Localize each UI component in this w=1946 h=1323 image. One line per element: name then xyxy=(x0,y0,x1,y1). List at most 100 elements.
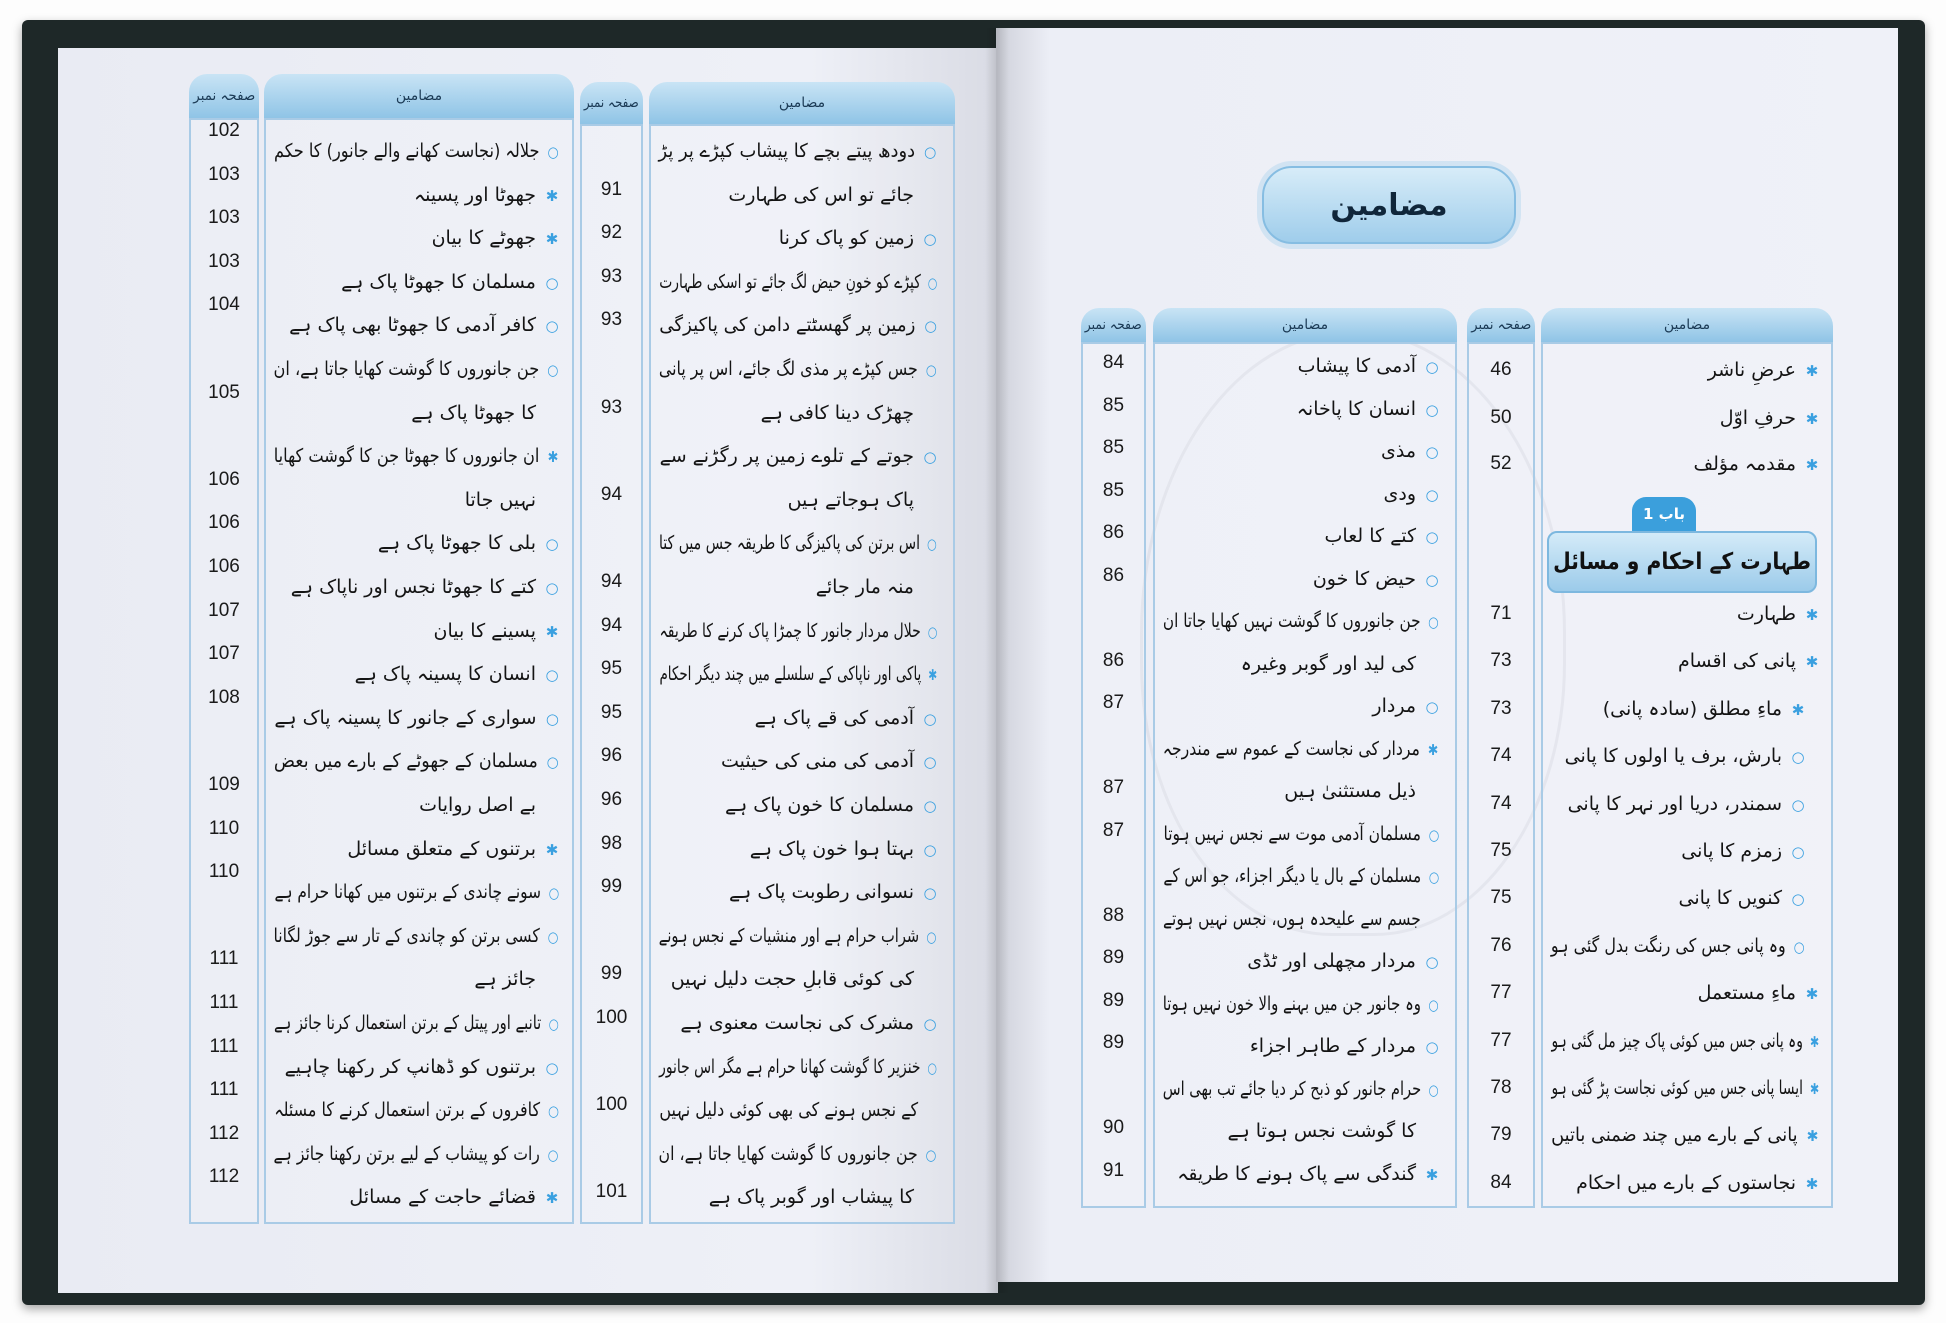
page-number: 94 xyxy=(600,614,623,636)
contents-entry-continuation: کا گوشت نجس ہوتا ہے xyxy=(1228,1118,1441,1144)
circle-bullet-icon: ○ xyxy=(1425,443,1439,461)
contents-entry: ○ وہ پانی جس کی رنگت بدل گئی ہو xyxy=(1551,933,1806,959)
page-number: 75 xyxy=(1490,887,1512,909)
contents-entry: ✱ عرضِ ناشر xyxy=(1708,357,1820,383)
contents-entry: ○ انسان کا پسینہ پاک ہے xyxy=(355,661,560,687)
page-number: 100 xyxy=(595,1007,628,1028)
contents-entry-continuation: منہ مار جائے xyxy=(816,574,938,600)
entry-text: جلالہ (نجاست کھانے والے جانور) کا حکم xyxy=(274,140,540,162)
entry-text: زمزم کا پانی xyxy=(1681,840,1782,862)
contents-entry: ✱ جھوٹے کا بیان xyxy=(432,225,560,251)
circle-bullet-icon: ○ xyxy=(545,579,559,597)
asterisk-bullet-icon: ✱ xyxy=(1805,985,1819,1004)
asterisk-bullet-icon: ✱ xyxy=(1425,1165,1439,1184)
page-number: 110 xyxy=(208,817,240,839)
contents-entry: ✱ جھوٹا اور پسینہ xyxy=(414,182,560,208)
entry-text: پانی کے بارے میں چند ضمنی باتیں xyxy=(1551,1124,1798,1147)
page-number: 77 xyxy=(1490,1029,1512,1051)
circle-bullet-icon: ○ xyxy=(923,709,937,728)
circle-bullet-icon: ○ xyxy=(1425,400,1439,419)
entry-text: مسلمان کا جھوٹا پاک ہے xyxy=(341,270,536,293)
chapter-title: طہارت کے احکام و مسائل xyxy=(1547,531,1817,593)
contents-entry: ○ دودھ پیتے بچے کا پیشاب کپڑے پر پڑ xyxy=(659,138,938,164)
page-number: 79 xyxy=(1490,1124,1512,1146)
entry-text: اس برتن کی پاکیزگی کا طریقہ جس میں کتا xyxy=(659,532,921,555)
entry-text: کپڑے کو خونِ حیض لگ جائے تو اسکی طہارت xyxy=(658,270,921,293)
contents-entry: ✱ وہ پانی جس میں کوئی پاک چیز مل گئی ہو xyxy=(1551,1028,1820,1054)
entry-text: زمین پر گھسٹتے دامن کی پاکیزگی xyxy=(658,314,916,337)
entry-text: انسان کا پاخانہ xyxy=(1296,397,1416,420)
page-number: 96 xyxy=(600,789,623,810)
entry-text: مردار کے طاہر اجزاء xyxy=(1249,1035,1416,1057)
contents-entry: ○ حرام جانور کو ذبح کر دیا جائے تب بھی اس xyxy=(1163,1076,1440,1102)
entry-text: قضائے حاجت کے مسائل xyxy=(349,1186,536,1209)
circle-bullet-icon: ○ xyxy=(927,535,937,554)
circle-bullet-icon: ○ xyxy=(923,753,937,772)
page-number-header: صفحہ نمبر xyxy=(580,82,643,124)
page-number: 88 xyxy=(1102,904,1125,926)
asterisk-bullet-icon: ✱ xyxy=(547,448,559,467)
contents-header-label: مضامین xyxy=(395,88,443,104)
circle-bullet-icon: ○ xyxy=(548,1015,559,1033)
contents-entry: ○ کافر آدمی کا جھوٹا بھی پاک ہے xyxy=(289,312,560,338)
page-number: 98 xyxy=(600,832,623,854)
contents-entry: ○ جس کپڑے پر مذی لگ جائے، اس پر پانی xyxy=(659,356,938,382)
contents-column xyxy=(264,118,574,1224)
circle-bullet-icon: ○ xyxy=(1793,937,1805,956)
contents-entry: ○ جن جانوروں کا گوشت نہیں کھایا جاتا ان xyxy=(1163,608,1440,634)
entry-text: کا گوشت نجس ہوتا ہے xyxy=(1227,1120,1417,1142)
asterisk-bullet-icon: ✱ xyxy=(1809,1080,1819,1098)
entry-text: کا جھوٹا پاک ہے xyxy=(411,401,536,424)
circle-bullet-icon: ○ xyxy=(1428,613,1439,631)
contents-entry: ○ اس برتن کی پاکیزگی کا طریقہ جس میں کتا xyxy=(659,530,938,556)
contents-entry-continuation: چھڑک دینا کافی ہے xyxy=(761,400,938,426)
page-number: 50 xyxy=(1490,407,1512,428)
entry-text: آدمی کی قے پاک ہے xyxy=(754,706,914,729)
page-number: 87 xyxy=(1102,819,1125,841)
contents-entry: ○ مردار کے طاہر اجزاء xyxy=(1250,1033,1440,1059)
asterisk-bullet-icon: ✱ xyxy=(545,230,559,249)
page-number: 103 xyxy=(208,207,240,229)
entry-text: کی کوئی قابلِ حجت دلیل نہیں xyxy=(670,968,914,991)
contents-entry: ✱ گندگی سے پاک ہونے کا طریقہ xyxy=(1177,1161,1440,1187)
contents-entry: ○ کسی برتن کو چاندی کے تار سے جوڑ لگانا xyxy=(274,923,560,949)
circle-bullet-icon: ○ xyxy=(548,1145,559,1164)
page-number: 112 xyxy=(208,1166,240,1188)
contents-entry: ○ مذی xyxy=(1381,438,1440,464)
contents-entry-continuation: پاک ہوجاتے ہیں xyxy=(788,487,938,513)
contents-entry-continuation: جائز ہے xyxy=(474,966,560,992)
circle-bullet-icon: ○ xyxy=(923,840,937,859)
circle-bullet-icon: ○ xyxy=(1425,1038,1439,1056)
page-number: 75 xyxy=(1490,840,1512,861)
circle-bullet-icon: ○ xyxy=(1428,825,1439,844)
entry-text: نسوانی رطوبت پاک ہے xyxy=(729,881,914,904)
entry-text: کسی برتن کو چاندی کے تار سے جوڑ لگانا xyxy=(273,924,541,947)
contents-entry-continuation: کی کوئی قابلِ حجت دلیل نہیں xyxy=(671,966,938,992)
entry-text: چھڑک دینا کافی ہے xyxy=(760,401,914,424)
entry-text: مقدمہ مؤلف xyxy=(1693,453,1796,475)
contents-header: مضامین xyxy=(1153,308,1457,342)
entry-text: پسینے کا بیان xyxy=(433,619,536,642)
circle-bullet-icon: ○ xyxy=(545,535,559,554)
entry-text: کتے کا لعاب xyxy=(1324,525,1416,547)
page-number: 86 xyxy=(1102,522,1125,543)
page-number: 99 xyxy=(600,876,623,898)
contents-entry: ✱ مقدمہ مؤلف xyxy=(1693,451,1820,477)
circle-bullet-icon: ○ xyxy=(927,622,937,641)
entry-text: حرام جانور کو ذبح کر دیا جائے تب بھی اس xyxy=(1163,1077,1422,1100)
entry-text: جھوٹے کا بیان xyxy=(431,227,536,250)
contents-entry: ○ نسوانی رطوبت پاک ہے xyxy=(729,879,938,905)
entry-text: بلی کا جھوٹا پاک ہے xyxy=(377,532,536,555)
contents-entry: ○ شراب حرام ہے اور منشیات کے نجس ہونے xyxy=(659,923,938,949)
contents-entry: ○ کتے کا جھوٹا نجس اور ناپاک ہے xyxy=(291,574,560,600)
page-number-column xyxy=(1467,342,1535,1208)
contents-entry: ○ برتنوں کو ڈھانپ کر رکھنا چاہیے xyxy=(285,1054,560,1080)
entry-text: تانبے اور پیتل کے برتن استعمال کرنا جائز… xyxy=(274,1012,542,1034)
asterisk-bullet-icon: ✱ xyxy=(927,666,937,685)
page-number: 73 xyxy=(1490,650,1512,672)
contents-entry: ✱ پسینے کا بیان xyxy=(433,618,560,644)
page-number: 100 xyxy=(595,1094,628,1116)
contents-entry: ○ مسلمان کا خون پاک ہے xyxy=(725,792,938,818)
circle-bullet-icon: ○ xyxy=(548,927,559,946)
